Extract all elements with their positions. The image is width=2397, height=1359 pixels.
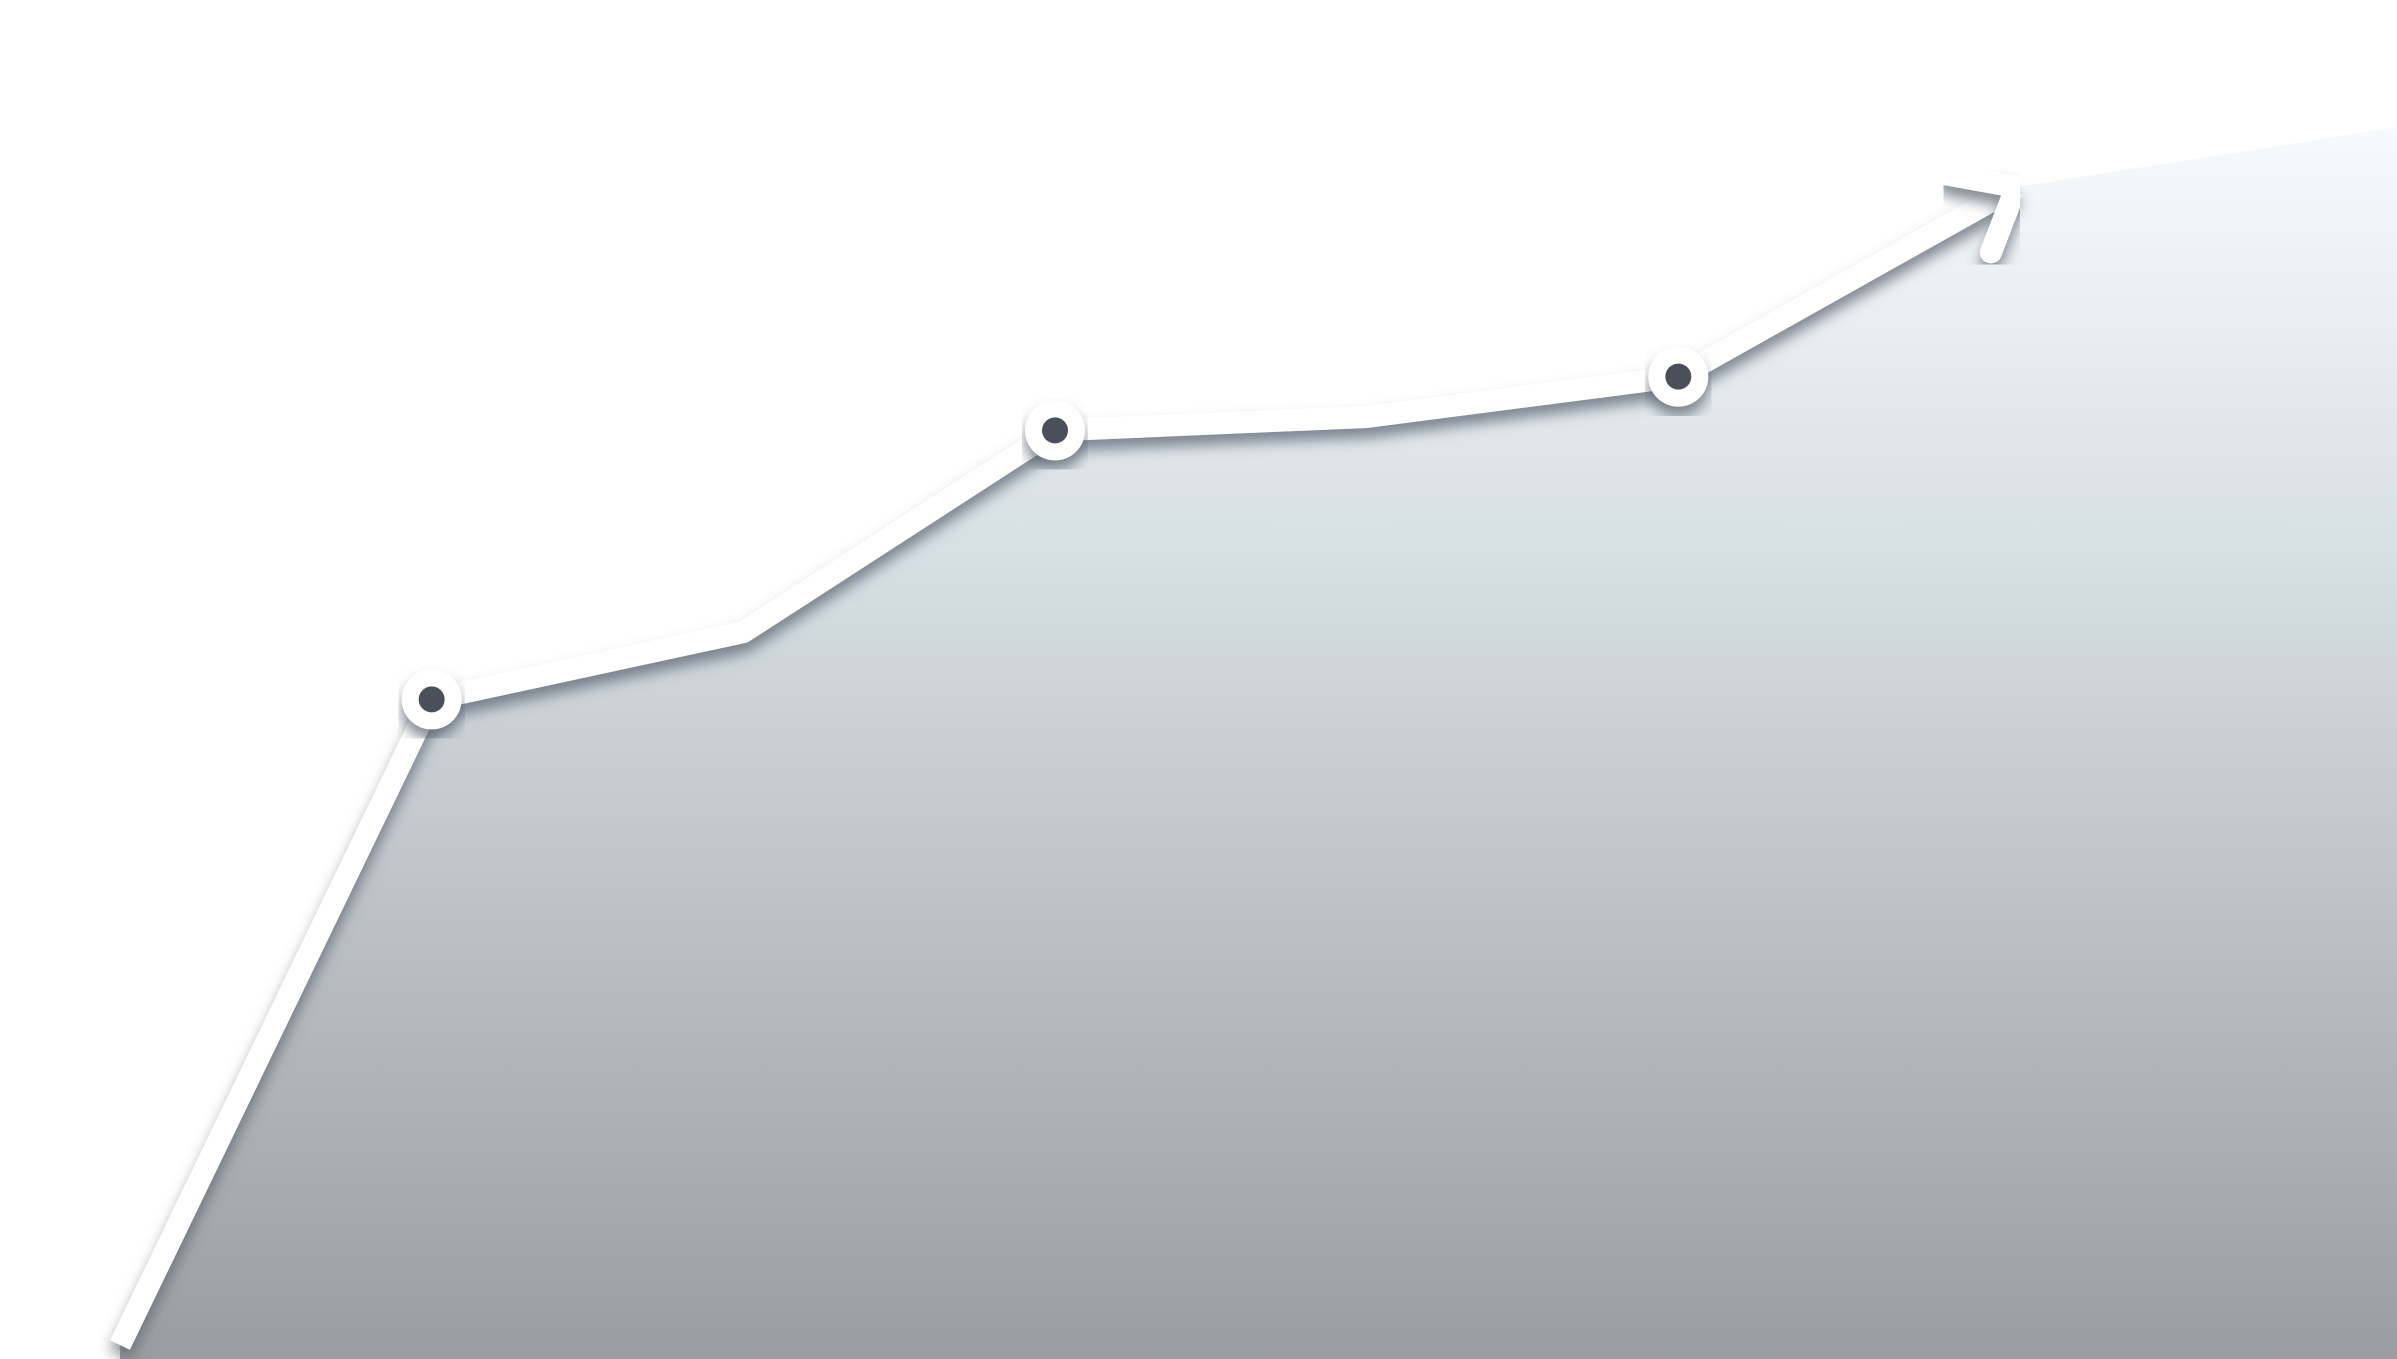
data-point-marker bbox=[1025, 400, 1085, 461]
line-layer bbox=[110, 163, 2028, 1350]
arrowhead-icon bbox=[1936, 163, 2028, 264]
marker-dot bbox=[1042, 417, 1068, 444]
data-point-marker bbox=[1648, 346, 1709, 407]
point-markers bbox=[401, 346, 1709, 730]
marker-dot bbox=[1665, 363, 1692, 390]
area-fill-layer bbox=[120, 127, 2397, 1359]
area-fill bbox=[120, 127, 2397, 1359]
data-point-marker bbox=[401, 669, 462, 730]
series-line bbox=[110, 177, 2022, 1350]
marker-dot bbox=[418, 686, 445, 713]
